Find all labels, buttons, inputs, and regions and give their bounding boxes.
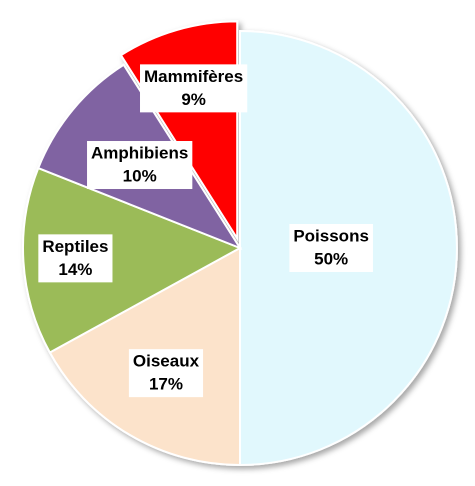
slice-value-label: 50% [314,249,348,268]
labels: Poissons 50% Oiseaux 17% Reptiles 14% Amphibie… [38,64,373,398]
label-box [128,349,204,398]
slice-label: Mammifères [144,67,243,86]
label-box [289,224,373,272]
slice-value-label: 9% [181,90,206,109]
label-box [140,64,248,113]
slice-label: Oiseaux [133,352,200,371]
slice-label: Amphibiens [91,143,188,162]
slice-value-label: 10% [123,166,157,185]
slice-label: Reptiles [42,237,108,256]
slice-label: Poissons [293,226,369,245]
label-box [38,234,113,283]
slice-value-label: 17% [149,375,183,394]
label-box [87,141,193,190]
pie-slice [22,166,243,354]
slice-value-label: 14% [58,260,92,279]
